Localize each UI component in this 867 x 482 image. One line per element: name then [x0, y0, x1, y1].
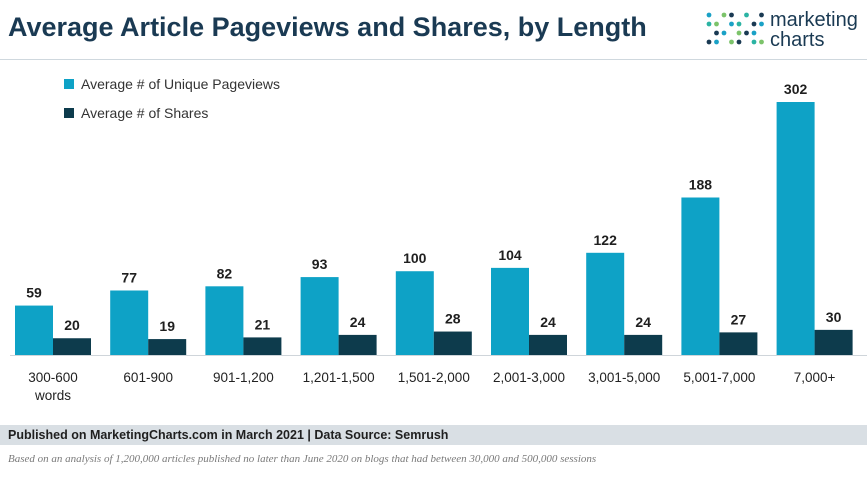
logo-dot — [729, 21, 734, 27]
bar-shares-7 — [719, 332, 758, 355]
logo-dot — [721, 30, 727, 36]
logo-dot — [706, 12, 712, 18]
logo-dot — [721, 12, 727, 18]
logo-dot — [736, 21, 742, 27]
source-bar: Published on MarketingCharts.com in Marc… — [0, 425, 867, 445]
bar-pageviews-1 — [110, 290, 149, 355]
bar-shares-5 — [529, 334, 567, 355]
data-label-shares-0: 20 — [64, 317, 80, 333]
category-label-8: 7,000+ — [794, 370, 836, 385]
data-label-shares-7: 27 — [731, 311, 747, 327]
logo-dot — [714, 39, 719, 45]
legend-swatch-0 — [64, 79, 74, 89]
legend-label-1: Average # of Shares — [81, 105, 208, 121]
chart-title: Average Article Pageviews and Shares, by… — [8, 12, 647, 42]
logo-dot — [751, 30, 757, 36]
category-label-4: 1,501-2,000 — [398, 370, 470, 385]
bar-chart: Average # of Unique Pageviews Average # o… — [10, 76, 867, 403]
logo-dot — [729, 39, 734, 45]
data-label-pageviews-3: 93 — [312, 256, 328, 272]
category-label-0: words — [34, 388, 71, 403]
category-label-3: 1,201-1,500 — [303, 370, 375, 385]
logo-line-2: charts — [770, 29, 825, 51]
data-label-shares-6: 24 — [635, 314, 651, 330]
logo-dot — [706, 21, 712, 27]
legend-swatch-1 — [64, 108, 74, 118]
logo-line-1: marketing — [770, 9, 858, 31]
header-divider — [0, 59, 867, 60]
category-label-6: 3,001-5,000 — [588, 370, 660, 385]
bar-shares-2 — [243, 337, 282, 355]
data-label-shares-5: 24 — [540, 314, 556, 330]
bar-pageviews-2 — [205, 286, 244, 355]
data-label-shares-4: 28 — [445, 311, 461, 327]
data-label-pageviews-0: 59 — [26, 285, 42, 301]
logo-dot — [759, 12, 764, 18]
bar-pageviews-8 — [776, 102, 815, 355]
logo-dot — [751, 21, 757, 27]
logo-dot — [706, 39, 712, 45]
data-label-pageviews-5: 104 — [498, 247, 522, 263]
bar-pageviews-3 — [300, 277, 339, 355]
data-label-pageviews-8: 302 — [784, 81, 808, 97]
logo-dot — [736, 30, 742, 36]
data-label-shares-3: 24 — [350, 314, 366, 330]
data-label-pageviews-2: 82 — [217, 265, 233, 281]
data-label-pageviews-1: 77 — [121, 269, 137, 285]
logo-dot — [759, 21, 764, 27]
logo-dot — [759, 39, 764, 45]
bar-shares-6 — [624, 334, 663, 355]
logo-dot — [714, 30, 719, 36]
logo-dot — [744, 12, 749, 18]
methodology-note: Based on an analysis of 1,200,000 articl… — [8, 453, 597, 465]
category-label-0: 300-600 — [28, 370, 78, 385]
logo-dot — [729, 12, 734, 18]
bar-shares-1 — [148, 339, 187, 355]
logo-dot — [751, 39, 757, 45]
category-label-2: 901-1,200 — [213, 370, 274, 385]
bar-pageviews-6 — [586, 252, 625, 355]
category-label-1: 601-900 — [123, 370, 173, 385]
bar-pageviews-4 — [395, 271, 434, 355]
bar-shares-3 — [338, 334, 377, 355]
data-label-pageviews-4: 100 — [403, 250, 427, 266]
bar-shares-4 — [433, 331, 472, 355]
bar-shares-8 — [814, 329, 853, 355]
legend-label-0: Average # of Unique Pageviews — [81, 76, 280, 92]
marketing-charts-logo-icon — [706, 12, 764, 45]
logo-dot — [714, 21, 719, 27]
logo-dot — [736, 39, 742, 45]
data-label-shares-8: 30 — [826, 309, 842, 325]
bar-pageviews-5 — [491, 267, 529, 355]
logo-wordmark: marketing charts — [770, 10, 858, 50]
source-text: Published on MarketingCharts.com in Marc… — [8, 428, 449, 442]
data-label-pageviews-7: 188 — [689, 177, 713, 193]
category-label-5: 2,001-3,000 — [493, 370, 565, 385]
bar-pageviews-0 — [15, 305, 53, 355]
data-label-shares-2: 21 — [255, 316, 271, 332]
bar-pageviews-7 — [681, 197, 720, 355]
data-label-pageviews-6: 122 — [594, 232, 618, 248]
data-label-shares-1: 19 — [159, 318, 175, 334]
category-label-7: 5,001-7,000 — [683, 370, 755, 385]
logo-dot — [744, 30, 749, 36]
bar-shares-0 — [53, 338, 91, 355]
